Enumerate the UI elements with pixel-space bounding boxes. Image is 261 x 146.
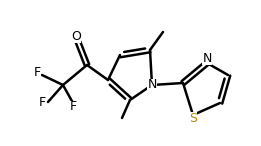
Text: S: S [189,112,197,125]
Text: N: N [147,79,157,92]
Text: F: F [69,100,76,113]
Text: N: N [202,52,212,65]
Text: F: F [33,66,40,80]
Text: F: F [38,97,46,110]
Text: O: O [71,29,81,42]
